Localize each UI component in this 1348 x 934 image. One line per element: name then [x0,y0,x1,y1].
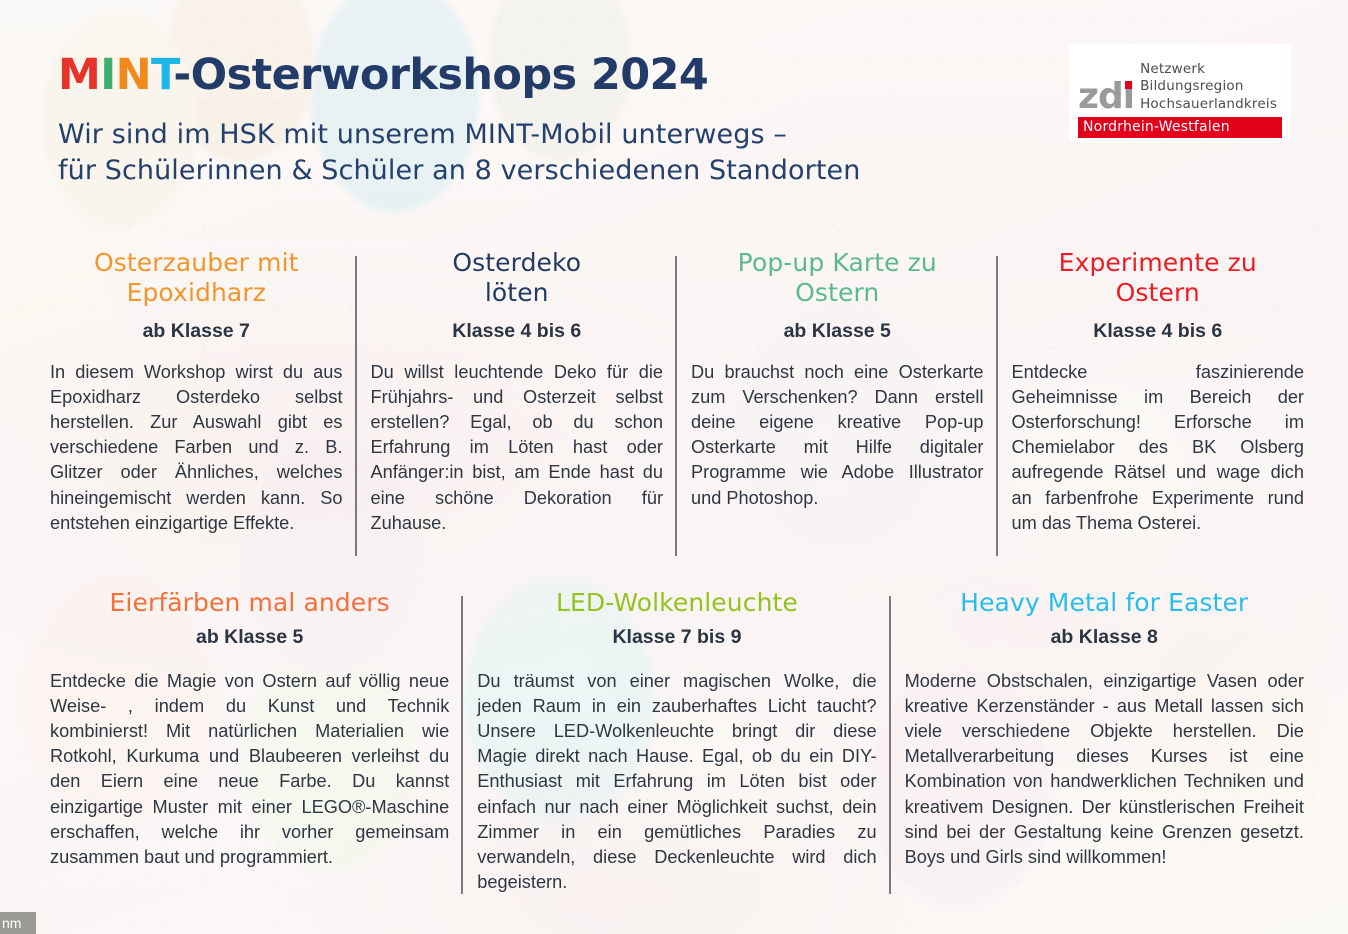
workshop-description: Du träumst von einer magischen Wolke, di… [477,671,877,892]
workshop-description: Entdecke die Magie von Ostern auf völlig… [50,671,450,867]
poster-header: MINT-Osterworkshops 2024 Wir sind im HSK… [58,54,860,188]
page-title: MINT-Osterworkshops 2024 [58,54,860,97]
column-divider [461,596,464,894]
workshop-title: LED-Wolkenleuchte [555,588,798,617]
workshop-card-popup-karte: Pop-up Karte zu Ostern ab Klasse 5 Du br… [677,248,998,556]
workshop-card-experimente: Experimente zu Ostern Klasse 4 bis 6 Ent… [998,248,1319,536]
zdi-wordmark: zdi [1078,78,1140,114]
zdi-logo: zdi Netzwerk Bildungsregion Hochsauerlan… [1069,44,1291,142]
title-letter-m: M [58,50,101,100]
zdi-line-hochsauerlandkreis: Hochsauerlandkreis [1140,95,1278,112]
workshop-grade: Klasse 4 bis 6 [452,320,582,342]
title-letter-t: T [151,50,174,100]
column-divider [675,256,677,556]
workshop-description: Moderne Obstschalen, einzigartige Vasen … [904,671,1304,867]
workshop-description: Du brauchst noch eine Osterkarte zum Ver… [691,362,984,508]
zdi-logo-band: Nordrhein-Westfalen [1078,117,1282,138]
workshop-card-heavy-metal: Heavy Metal for Easter ab Klasse 8 Moder… [891,588,1318,895]
zdi-line-netzwerk: Netzwerk [1140,61,1206,78]
workshop-title: Experimente zu Ostern [1058,248,1257,307]
title-letter-n: N [115,50,152,100]
subtitle-line-1: Wir sind im HSK mit unserem MINT-Mobil u… [58,119,787,150]
workshop-row-bottom: Eierfärben mal anders ab Klasse 5 Entdec… [36,588,1318,895]
title-letter-i: I [100,50,116,100]
workshop-grade: ab Klasse 7 [142,320,250,342]
workshop-row-top: Osterzauber mit Epoxidharz ab Klasse 7 I… [36,248,1319,556]
zdi-red-dot-icon [1125,80,1133,89]
workshop-title: Eierfärben mal anders [109,588,390,617]
workshop-grade: ab Klasse 5 [783,320,891,342]
workshop-title: Pop-up Karte zu Ostern [737,248,937,307]
column-divider [995,256,998,556]
workshop-description: Entdecke faszinierende Geheimnisse im Be… [1011,362,1305,533]
corner-badge: nm [0,912,36,934]
zdi-logo-top: zdi Netzwerk Bildungsregion Hochsauerlan… [1078,52,1282,114]
workshop-description: In diesem Workshop wirst du aus Epoxidha… [50,362,343,533]
workshop-title: Osterdeko löten [452,248,582,307]
workshop-title: Osterzauber mit Epoxidharz [93,248,299,307]
workshop-card-osterzauber: Osterzauber mit Epoxidharz ab Klasse 7 I… [36,248,357,556]
column-divider [354,256,357,556]
workshop-card-osterdeko-loeten: Osterdeko löten Klasse 4 bis 6 Du willst… [357,248,677,556]
zdi-line-bildungsregion: Bildungsregion [1140,78,1244,95]
workshop-card-eierfaerben: Eierfärben mal anders ab Klasse 5 Entdec… [36,588,464,895]
workshop-grade: Klasse 4 bis 6 [1093,320,1223,342]
page-subtitle: Wir sind im HSK mit unserem MINT-Mobil u… [58,117,860,188]
workshop-grade: Klasse 7 bis 9 [612,626,742,648]
workshop-card-led-wolkenleuchte: LED-Wolkenleuchte Klasse 7 bis 9 Du träu… [463,588,891,895]
title-remainder: -Osterworkshops 2024 [173,50,709,100]
zdi-logo-lines: Netzwerk Bildungsregion Hochsauerlandkre… [1140,61,1277,114]
workshop-grade: ab Klasse 8 [1050,626,1158,648]
column-divider [888,596,891,894]
workshop-grade: ab Klasse 5 [195,626,304,648]
workshop-title: Heavy Metal for Easter [960,588,1249,617]
subtitle-line-2: für Schülerinnen & Schüler an 8 verschie… [58,154,861,186]
workshop-description: Du willst leuchtende Deko für die Frühja… [370,362,664,533]
